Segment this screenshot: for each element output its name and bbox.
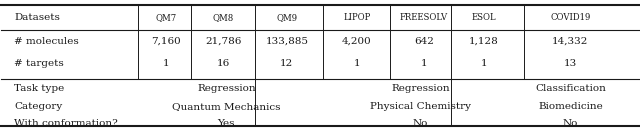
- Text: QM8: QM8: [212, 13, 234, 22]
- Text: 13: 13: [564, 59, 577, 68]
- Text: 21,786: 21,786: [205, 37, 241, 46]
- Text: 642: 642: [414, 37, 434, 46]
- Text: No: No: [413, 119, 428, 128]
- Text: 1: 1: [163, 59, 169, 68]
- Text: QM7: QM7: [156, 13, 177, 22]
- Text: FREESOLV: FREESOLV: [400, 13, 448, 22]
- Text: Yes: Yes: [218, 119, 235, 128]
- Text: Datasets: Datasets: [14, 13, 60, 22]
- Text: COVID19: COVID19: [550, 13, 591, 22]
- Text: 1: 1: [481, 59, 487, 68]
- Text: 1: 1: [354, 59, 360, 68]
- Text: 16: 16: [216, 59, 230, 68]
- Text: 12: 12: [280, 59, 294, 68]
- Text: LIPOP: LIPOP: [343, 13, 371, 22]
- Text: 4,200: 4,200: [342, 37, 372, 46]
- Text: Physical Chemistry: Physical Chemistry: [370, 102, 471, 111]
- Text: Regression: Regression: [391, 84, 450, 93]
- Text: # molecules: # molecules: [14, 37, 79, 46]
- Text: Task type: Task type: [14, 84, 65, 93]
- Text: Category: Category: [14, 102, 62, 111]
- Text: With conformation?: With conformation?: [14, 119, 118, 128]
- Text: QM9: QM9: [276, 13, 298, 22]
- Text: 14,332: 14,332: [552, 37, 589, 46]
- Text: # targets: # targets: [14, 59, 64, 68]
- Text: 133,885: 133,885: [266, 37, 308, 46]
- Text: ESOL: ESOL: [472, 13, 496, 22]
- Text: 1,128: 1,128: [469, 37, 499, 46]
- Text: Quantum Mechanics: Quantum Mechanics: [172, 102, 280, 111]
- Text: 7,160: 7,160: [151, 37, 180, 46]
- Text: Biomedicine: Biomedicine: [538, 102, 603, 111]
- Text: Regression: Regression: [197, 84, 255, 93]
- Text: Classification: Classification: [535, 84, 606, 93]
- Text: 1: 1: [420, 59, 427, 68]
- Text: No: No: [563, 119, 578, 128]
